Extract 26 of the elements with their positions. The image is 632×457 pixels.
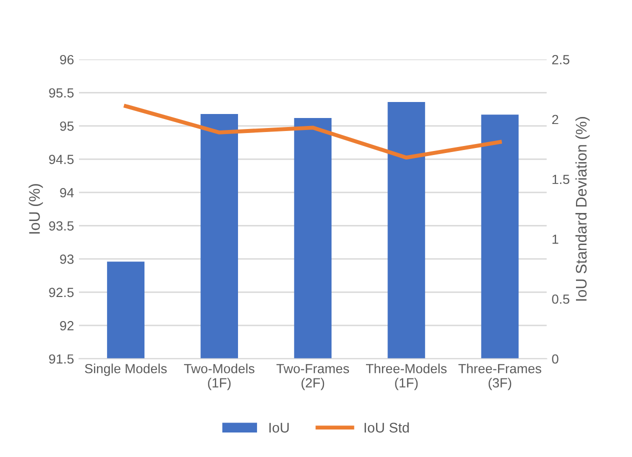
legend-label: IoU bbox=[269, 422, 289, 433]
y2-tick-label: 0.5 bbox=[552, 294, 570, 304]
y-tick-label: 91.5 bbox=[49, 354, 74, 364]
line-series bbox=[124, 104, 502, 160]
y2-tick-label: 0 bbox=[552, 354, 558, 364]
legend-label: IoU Std bbox=[364, 422, 409, 433]
y-tick-label: 94.5 bbox=[49, 154, 74, 164]
y-axis-title: IoU (%) bbox=[28, 184, 43, 234]
x-tick-label: Two-Frames (2F) bbox=[276, 364, 350, 390]
y-tick-label: 92 bbox=[60, 321, 74, 330]
y-tick-label: 95.5 bbox=[49, 88, 74, 98]
y-tick-label: 93.5 bbox=[49, 221, 74, 231]
y-tick-label: 94 bbox=[60, 188, 74, 198]
y2-tick-label: 2 bbox=[552, 114, 558, 124]
y2-tick-label: 2.5 bbox=[552, 54, 570, 64]
x-tick-label: Two-Models (1F) bbox=[184, 364, 254, 390]
y-tick-label: 92.5 bbox=[49, 288, 74, 298]
y2-tick-label: 1 bbox=[552, 234, 558, 244]
x-tick-label: Three-Frames (3F) bbox=[458, 364, 542, 390]
y-tick-label: 95 bbox=[60, 121, 74, 131]
y-tick-label: 93 bbox=[60, 254, 74, 264]
y-tick-label: 96 bbox=[60, 54, 74, 64]
x-tick-label: Single Models bbox=[84, 364, 167, 376]
y2-axis-title: IoU Standard Deviation (%) bbox=[575, 117, 590, 301]
x-tick-label: Three-Models (1F) bbox=[366, 364, 447, 390]
y2-tick-label: 1.5 bbox=[552, 174, 570, 184]
